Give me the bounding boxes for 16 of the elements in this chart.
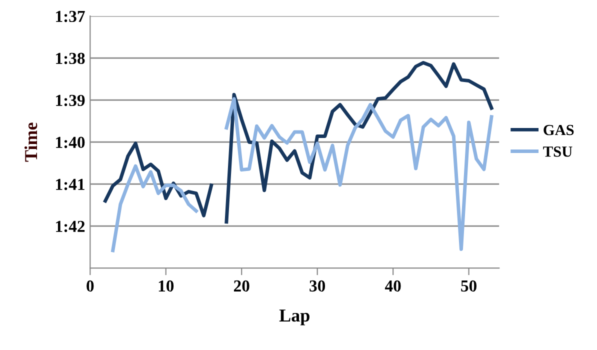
y-tick-label: 1:39	[56, 94, 85, 106]
y-tick-label: 1:37	[56, 10, 85, 22]
y-tick-label: 1:42	[56, 220, 85, 232]
x-tick-label: 50	[461, 280, 476, 292]
x-tick-label: 20	[234, 280, 250, 292]
x-tick-label: 10	[158, 280, 174, 292]
y-tick-label: 1:38	[56, 52, 85, 64]
x-tick-label: 0	[86, 280, 94, 292]
legend-label: GAS	[544, 124, 574, 136]
x-tick-label: 30	[310, 280, 326, 292]
y-axis-title: Time	[24, 122, 38, 162]
x-axis-title: Lap	[279, 310, 310, 326]
y-tick-label: 1:40	[56, 136, 85, 148]
legend-label: TSU	[543, 146, 572, 157]
x-tick-label: 40	[384, 280, 401, 292]
y-tick-label: 1:41	[56, 178, 84, 190]
